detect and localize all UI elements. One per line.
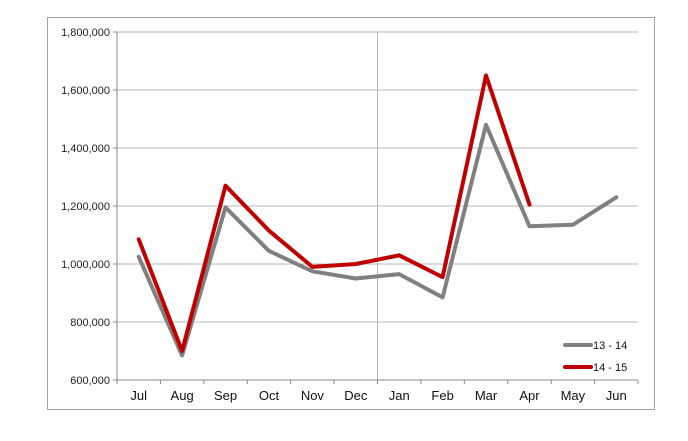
legend: 13 - 14 14 - 15 [563,340,627,374]
legend-label: 13 - 14 [593,340,627,352]
chart-frame [47,17,655,410]
x-tick-label: Apr [519,388,540,403]
grid-layer [117,31,638,381]
x-tick-label: Jun [606,388,627,403]
y-tick-label: 1,400,000 [61,143,110,155]
x-tick-label: Oct [259,388,280,403]
axis-layer: 600,000 800,000 1,000,000 1,200,000 1,400,00… [61,27,639,403]
x-tick-label: Jul [130,388,147,403]
series-line-1 [136,73,532,353]
x-tick-label: Dec [344,388,368,403]
x-tick-label: Feb [431,388,453,403]
y-tick-label: 1,000,000 [61,259,110,271]
x-tick-label: Sep [214,388,237,403]
legend-label: 14 - 15 [593,362,627,374]
y-tick-label: 600,000 [70,375,110,387]
x-tick-label: Mar [475,388,498,403]
y-tick-label: 800,000 [70,317,110,329]
x-tick-label: Nov [301,388,325,403]
y-tick-label: 1,600,000 [61,85,110,97]
y-tick-label: 1,800,000 [61,27,110,39]
series-layer [136,73,619,358]
x-tick-label: May [561,388,586,403]
series-line-0 [136,122,619,358]
x-tick-label: Aug [171,388,194,403]
x-tick-label: Jan [389,388,410,403]
y-tick-label: 1,200,000 [61,201,110,213]
